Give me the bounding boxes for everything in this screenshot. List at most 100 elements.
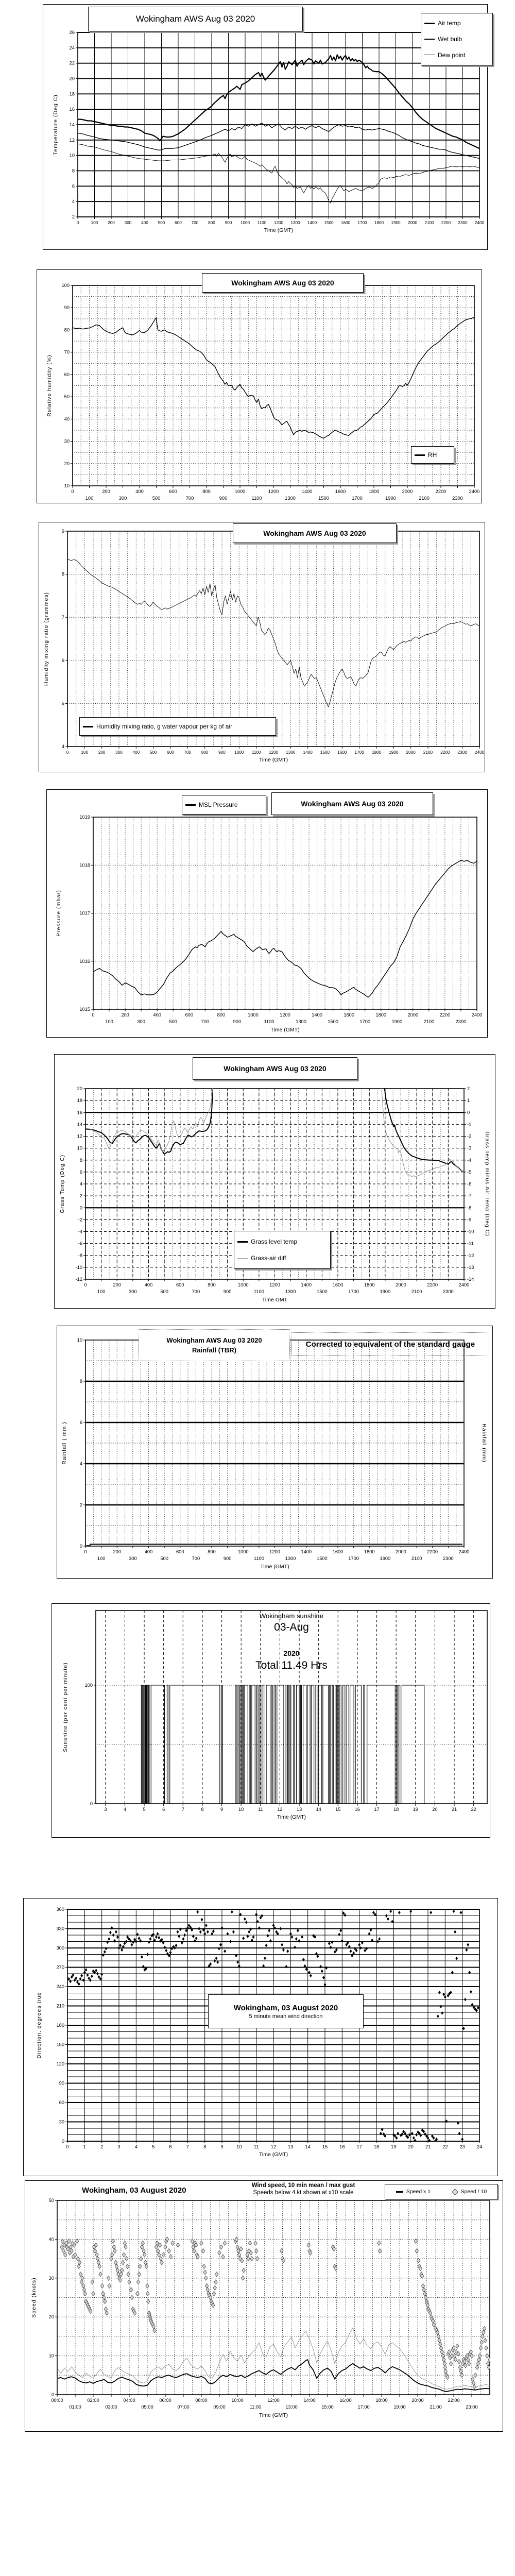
svg-text:0: 0: [80, 1205, 82, 1210]
svg-text:400: 400: [153, 1012, 161, 1018]
legend-label: MSL Pressure: [199, 801, 238, 808]
chart-title: Wokingham, 03 August 2020: [82, 2186, 186, 2195]
svg-text:-2: -2: [78, 1217, 82, 1222]
svg-text:6: 6: [169, 2144, 171, 2149]
svg-text:2000: 2000: [406, 750, 416, 755]
svg-text:07:00: 07:00: [177, 2404, 189, 2410]
svg-text:2300: 2300: [452, 496, 463, 501]
wind-direction-plot: 0 1 2 3 4 5 6 7 8 9 10 11 12 13 14 15 16 17 18 19 20 21 22 23 24…: [36, 1907, 482, 2158]
svg-text:-3: -3: [467, 1146, 471, 1151]
svg-text:1900: 1900: [391, 1019, 402, 1024]
svg-text:-7: -7: [467, 1193, 471, 1198]
svg-text:20: 20: [408, 2144, 413, 2149]
pressure-line-sample-icon: [185, 804, 196, 806]
svg-text:1200: 1200: [269, 750, 279, 755]
wet-bulb-line-sample-icon: [424, 38, 435, 40]
svg-text:2400: 2400: [475, 221, 485, 225]
svg-text:05:00: 05:00: [141, 2404, 153, 2410]
svg-text:1500: 1500: [328, 1019, 338, 1024]
svg-text:600: 600: [176, 1549, 184, 1554]
svg-text:Direction, degrees true: Direction, degrees true: [36, 1992, 42, 2058]
chart-subtitle-line: Speeds below 4 kt shown at x10 scale: [253, 2190, 354, 2196]
svg-text:6: 6: [80, 1420, 82, 1425]
temperature-plot: 0 100 200 300 400 500 600 700 800 900 1000 1100 1200…: [53, 30, 485, 233]
svg-text:800: 800: [208, 1282, 216, 1287]
sunshine-chart-panel: 3 4 5 6 7 8 9 10 11 12 13 14 15 16 17 18 19 20 21 22 0 100 Tim…: [52, 1603, 490, 1838]
svg-text:400: 400: [132, 750, 140, 755]
svg-text:Relative humidity (%): Relative humidity (%): [46, 354, 53, 416]
chart-title: Wokingham AWS Aug 03 2020: [88, 7, 303, 31]
svg-text:21:00: 21:00: [430, 2404, 441, 2410]
svg-text:900: 900: [224, 1556, 232, 1561]
legend-item-grass-air-diff: Grass-air diff: [237, 1255, 327, 1262]
svg-text:13: 13: [297, 1807, 302, 1812]
legend-label: Wet bulb: [438, 35, 462, 43]
svg-text:-11: -11: [467, 1241, 474, 1246]
rh-line-sample-icon: [415, 454, 425, 456]
chart-subtitle: Wind speed, 10 min mean / max gust Speed…: [231, 2182, 375, 2197]
sunshine-year: 2020: [199, 1649, 384, 1657]
svg-text:1800: 1800: [364, 1549, 375, 1554]
svg-text:10: 10: [70, 153, 75, 158]
svg-text:1200: 1200: [274, 221, 284, 225]
svg-text:04:00: 04:00: [123, 2398, 135, 2403]
svg-text:Time (GMT): Time (GMT): [259, 2151, 288, 2158]
svg-text:800: 800: [217, 1012, 226, 1018]
svg-text:1300: 1300: [290, 221, 300, 225]
svg-text:1300: 1300: [285, 496, 296, 501]
svg-text:400: 400: [145, 1549, 153, 1554]
svg-text:Time (GMT): Time (GMT): [264, 227, 293, 233]
svg-text:180: 180: [56, 2023, 64, 2028]
chart-title: Wokingham AWS Aug 03 2020: [193, 1057, 357, 1080]
svg-text:18: 18: [393, 1807, 399, 1812]
chart-title-text: Wokingham AWS Aug 03 2020: [301, 800, 404, 808]
sunshine-plot: 3 4 5 6 7 8 9 10 11 12 13 14 15 16 17 18 19 20 21 22 0 100 Tim…: [62, 1610, 488, 1820]
svg-text:300: 300: [129, 1556, 137, 1561]
svg-text:1100: 1100: [252, 496, 262, 501]
svg-text:80: 80: [64, 327, 70, 332]
svg-text:100: 100: [105, 1019, 113, 1024]
svg-text:11: 11: [254, 2144, 259, 2149]
svg-text:1400: 1400: [302, 489, 313, 494]
legend-label: Air temp: [438, 20, 461, 27]
svg-text:21: 21: [452, 1807, 457, 1812]
svg-text:26: 26: [70, 30, 75, 35]
svg-text:200: 200: [113, 1282, 121, 1287]
svg-text:10:00: 10:00: [231, 2398, 243, 2403]
svg-text:19:00: 19:00: [393, 2404, 405, 2410]
svg-text:500: 500: [169, 1019, 177, 1024]
svg-text:11: 11: [258, 1807, 263, 1812]
svg-text:1400: 1400: [312, 1012, 322, 1018]
svg-text:0: 0: [467, 1110, 470, 1115]
svg-text:1700: 1700: [357, 221, 367, 225]
svg-text:01:00: 01:00: [69, 2404, 81, 2410]
svg-text:Time (GMT): Time (GMT): [259, 757, 288, 763]
svg-text:8: 8: [72, 168, 75, 174]
svg-text:60: 60: [64, 372, 70, 377]
svg-text:2000: 2000: [396, 1549, 406, 1554]
svg-text:1000: 1000: [248, 1012, 259, 1018]
svg-text:12: 12: [70, 138, 75, 143]
svg-text:1900: 1900: [380, 1556, 391, 1561]
svg-text:30: 30: [49, 2276, 54, 2281]
svg-text:900: 900: [233, 1019, 242, 1024]
svg-text:15: 15: [335, 1807, 340, 1812]
svg-text:2000: 2000: [396, 1282, 406, 1287]
svg-text:Time (GMT): Time (GMT): [259, 2412, 288, 2418]
svg-text:0: 0: [84, 1282, 87, 1287]
svg-text:0: 0: [92, 1012, 94, 1018]
chart-title-text: Wokingham AWS Aug 03 2020: [231, 279, 334, 287]
speed-diamond-sample-icon: [452, 2188, 459, 2195]
svg-text:1: 1: [83, 2144, 86, 2149]
svg-text:0: 0: [77, 221, 79, 225]
svg-text:360: 360: [56, 1907, 64, 1912]
svg-text:Grass Temp minus Air Temp (Deg: Grass Temp minus Air Temp (Deg C): [484, 1131, 490, 1236]
svg-text:4: 4: [124, 1807, 126, 1812]
svg-text:2300: 2300: [443, 1289, 454, 1294]
svg-text:Temperature (Deg C): Temperature (Deg C): [53, 94, 59, 155]
svg-text:500: 500: [160, 1556, 168, 1561]
svg-text:20: 20: [64, 461, 70, 466]
chart-title-text: Wokingham AWS Aug 03 2020: [224, 1064, 327, 1073]
svg-text:1017: 1017: [79, 911, 90, 916]
svg-text:-6: -6: [78, 1241, 82, 1246]
